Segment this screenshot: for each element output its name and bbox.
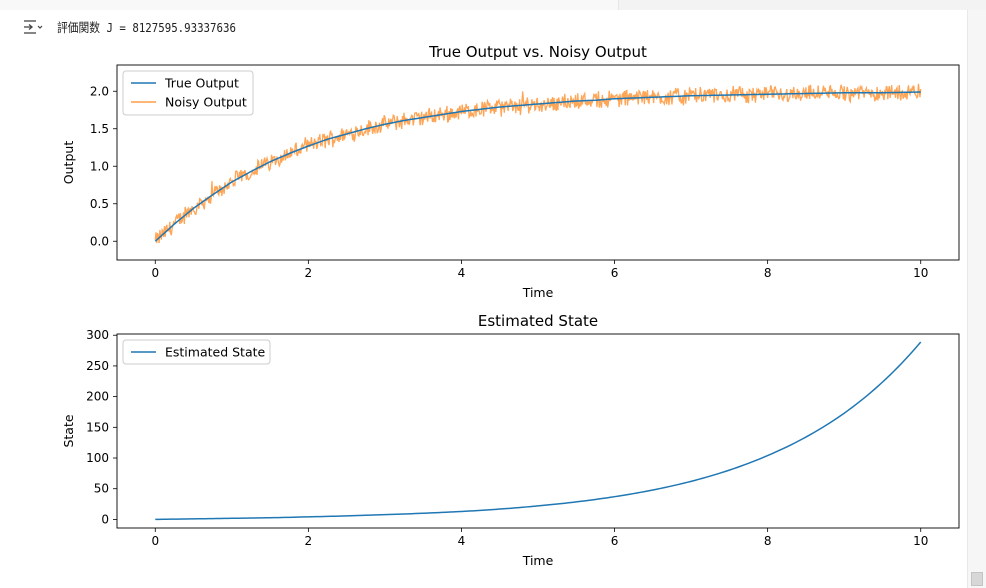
output-scrollbar[interactable] — [967, 10, 986, 588]
chart-1: True Output vs. Noisy Output 0 2 4 6 8 10 0.0 0.… — [61, 43, 960, 300]
top-strip-segment — [0, 0, 51, 10]
output-toggle-button[interactable] — [22, 18, 44, 36]
y-tick-label: 150 — [86, 420, 109, 434]
x-tick-label: 2 — [305, 534, 313, 548]
y-tick-label: 2.0 — [90, 84, 109, 98]
y-axis-label: State — [61, 414, 76, 447]
x-tick-label: 8 — [764, 266, 772, 280]
y-tick-label: 1.0 — [90, 159, 109, 173]
x-tick-label: 2 — [305, 266, 313, 280]
matplotlib-figure: True Output vs. Noisy Output 0 2 4 6 8 10 0.0 0.… — [60, 36, 965, 576]
y-axis-label: Output — [61, 141, 76, 185]
top-strip-segment — [50, 0, 619, 10]
x-axis-label: Time — [522, 285, 554, 300]
x-tick-label: 10 — [913, 266, 928, 280]
x-tick-label: 0 — [151, 266, 159, 280]
y-tick-label: 200 — [86, 390, 109, 404]
y-tick-label: 0.5 — [90, 197, 109, 211]
y-tick-label: 1.5 — [90, 122, 109, 136]
x-tick-label: 0 — [151, 534, 159, 548]
figure-canvas: True Output vs. Noisy Output 0 2 4 6 8 10 0.0 0.… — [61, 43, 960, 568]
axes-frame — [116, 64, 960, 261]
series-line-estimated-state — [155, 341, 922, 521]
cell-top-strip — [0, 0, 986, 10]
y-tick-label: 50 — [94, 482, 109, 496]
series-line-noisy-output — [154, 83, 922, 244]
scrollbar-thumb[interactable] — [971, 572, 983, 586]
legend-box — [122, 339, 271, 365]
legend-label: True Output — [164, 76, 239, 91]
chart-title: Estimated State — [478, 312, 598, 330]
legend-label: Noisy Output — [165, 95, 247, 110]
cell-stdout-line: 評価関数 J = 8127595.93337636 — [57, 20, 236, 35]
output-toggle-icon — [24, 20, 43, 34]
x-tick-label: 4 — [458, 534, 466, 548]
axes-frame — [116, 333, 960, 529]
legend-label: Estimated State — [165, 345, 266, 360]
y-tick-label: 300 — [86, 328, 109, 342]
x-tick-label: 4 — [458, 266, 466, 280]
y-tick-label: 100 — [86, 451, 109, 465]
y-tick-label: 0 — [101, 512, 109, 526]
y-tick-label: 250 — [86, 359, 109, 373]
legend-box — [122, 70, 254, 116]
x-tick-label: 6 — [611, 534, 619, 548]
x-axis-label: Time — [522, 553, 554, 568]
series-line-true-output — [154, 91, 921, 242]
x-tick-label: 8 — [764, 534, 772, 548]
x-tick-label: 6 — [611, 266, 619, 280]
y-tick-label: 0.0 — [90, 234, 109, 248]
x-tick-label: 10 — [913, 534, 928, 548]
chart-title: True Output vs. Noisy Output — [428, 43, 647, 61]
